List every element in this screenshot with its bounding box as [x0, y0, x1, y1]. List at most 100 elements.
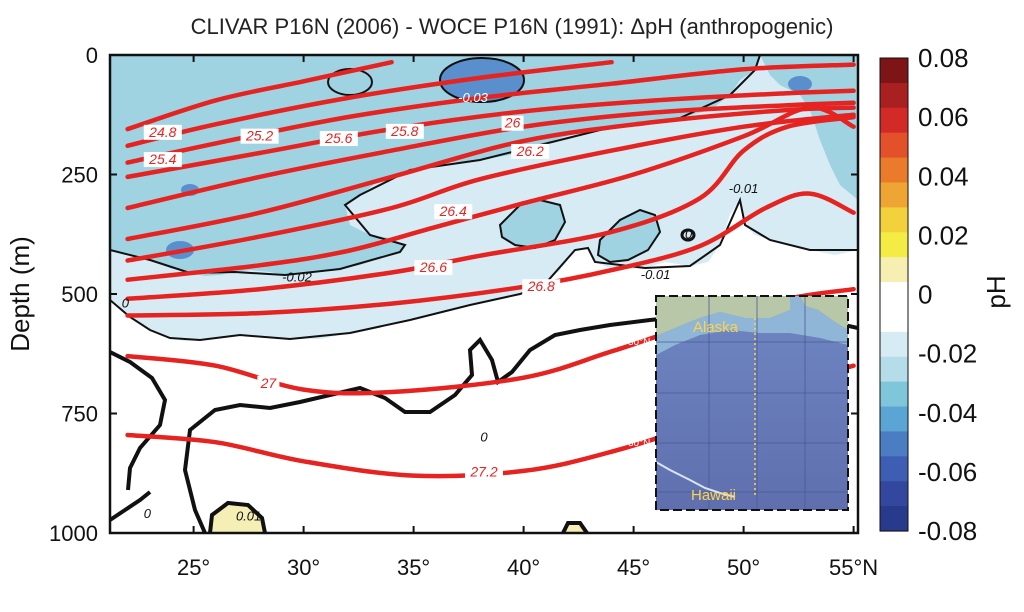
isopycnal-24-8: [125, 59, 394, 132]
colorbar-tick-label: -0.06: [918, 457, 977, 487]
colorbar-swatch: [880, 331, 908, 358]
inset-map-alaska-landmass: [656, 296, 790, 336]
isopycnal-label-bg: [319, 131, 358, 147]
inset-map-lat-label: 50°N: [628, 337, 650, 348]
colorbar-swatch: [880, 406, 908, 433]
isopycnal-label: 25.2: [245, 128, 273, 144]
x-tick-label: 50°: [727, 555, 760, 580]
colorbar-swatch: [880, 58, 908, 84]
inset-map-lon-label: 140°W: [793, 516, 824, 527]
colorbar-swatch: [880, 82, 908, 109]
contour-label: 0.01: [236, 508, 261, 523]
contour-label: 0: [685, 226, 693, 241]
isopycnal-label-bg: [414, 260, 453, 276]
inset-map-lat-label: 20°N: [628, 487, 650, 498]
isopycnal-label-bg: [501, 115, 524, 131]
isopycnal-26: [125, 105, 856, 242]
contour-label: -0.01: [641, 267, 671, 282]
contour-zero-south: [110, 490, 152, 522]
inset-map-lon-label: 160°W: [697, 516, 728, 527]
contour-minus-0-03-core: [439, 57, 525, 103]
isopycnal-26-4: [125, 105, 856, 282]
y-tick-label: 0: [86, 43, 98, 68]
colorbar-swatch: [880, 207, 908, 233]
isopycnal-label: 26.8: [527, 278, 555, 294]
isopycnal-25-4: [125, 62, 856, 165]
isopycnal-label: 25.8: [390, 123, 418, 139]
colorbar-swatch: [880, 282, 908, 308]
colorbar-swatch: [880, 182, 908, 208]
y-tick-label: 250: [61, 163, 98, 188]
colorbar-swatch: [880, 107, 908, 134]
y-tick-label: 500: [61, 282, 98, 307]
x-tick-label: 25°: [177, 555, 210, 580]
colorbar-tick-label: -0.08: [918, 516, 977, 546]
y-axis-ticks: 0 250 500 750 1000: [49, 43, 98, 546]
contour-labels: -0.03 -0.02 -0.01 -0.01 0 0 0 0 0.01: [122, 90, 759, 523]
inset-map-lat-label: 40°N: [628, 388, 650, 399]
colorbar-swatch: [880, 481, 908, 507]
contour-zero-main: [182, 307, 858, 533]
colorbar-tick-label: -0.04: [918, 398, 977, 428]
contour-minus-0-02-patch-a: [596, 208, 662, 264]
isopycnal-label-bg: [257, 375, 280, 391]
isopycnal-26-8: [125, 191, 856, 318]
colorbar-swatch: [880, 306, 908, 333]
inset-map-canada-landmass: [800, 296, 848, 330]
inset-map-lon-label: 170°W: [650, 516, 681, 527]
fill-minus-0-03-core-ne: [788, 76, 812, 92]
colorbar-frame: [879, 57, 909, 532]
colorbar-ticks: 0.08 0.06 0.04 0.02 0 -0.02 -0.04 -0.06 -0.08: [918, 43, 977, 546]
isopycnal-25-2: [125, 59, 614, 149]
colorbar-tick-label: 0.06: [918, 102, 969, 132]
contour-minus-0-02-bubble-b: [680, 228, 696, 242]
x-tick-label: 30°: [287, 555, 320, 580]
y-tick-label: 750: [61, 402, 98, 427]
inset-map-lat-label: 30°N: [628, 438, 650, 449]
colorbar-tick-label: -0.02: [918, 339, 977, 369]
y-tick-label: 1000: [49, 521, 98, 546]
colorbar-tick-label: 0.02: [918, 220, 969, 250]
isopycnal-label: 25.6: [324, 130, 352, 146]
inset-map-lon-label: 150°W: [745, 516, 776, 527]
colorbar-swatches: [880, 58, 908, 532]
inset-map-frame: [655, 295, 849, 511]
fill-minus-0-03-deep-core: [440, 58, 524, 102]
colorbar-swatch: [880, 132, 908, 159]
isopycnal-label-bg: [465, 464, 503, 480]
isopycnal-label-bg: [522, 279, 561, 295]
colorbar: 0.08 0.06 0.04 0.02 0 -0.02 -0.04 -0.06 -0.08 pH: [879, 43, 1011, 546]
contour-label: 0: [122, 296, 130, 311]
inset-map: Alaska Hawaii 50°N 40°N 30°N 20°N 170°W …: [628, 295, 849, 527]
inset-map-hawaii-islands: [655, 461, 736, 498]
isopycnal-label: 25.4: [148, 151, 176, 167]
colorbar-swatch: [880, 456, 908, 482]
x-tick-label: 45°: [617, 555, 650, 580]
contour-label: -0.02: [282, 269, 312, 284]
colorbar-swatch: [880, 506, 908, 532]
x-axis-ticks: 25° 30° 35° 40° 45° 50° 55°N: [177, 555, 878, 580]
fill-minus-0-02-patch-b: [500, 200, 565, 248]
isopycnal-26-2: [125, 112, 856, 263]
x-tick-label: 35°: [397, 555, 430, 580]
colorbar-label: pH: [981, 275, 1011, 308]
contour-plus-0-01-east: [561, 521, 589, 533]
inset-map-grid: [656, 296, 848, 510]
isopycnal-labels: 24.8 25.4 25.2 25.6 25.8 26 26.2 26.4 26.6 26.8 27…: [143, 115, 561, 480]
colorbar-tick-label: 0.04: [918, 161, 969, 191]
isopycnal-label: 26: [504, 115, 521, 131]
contour-label: 0: [480, 429, 488, 444]
fill-plus-0-01-core: [209, 505, 265, 533]
plot-area: 24.8 25.4 25.2 25.6 25.8 26 26.2 26.4 26.6 26.8 27…: [108, 53, 860, 535]
colorbar-tick-label: 0.08: [918, 43, 969, 73]
contour-zero-west: [110, 350, 168, 491]
x-tick-label: 40°: [507, 555, 540, 580]
inset-map-alaska-label: Alaska: [693, 319, 739, 336]
tick-marks: [110, 54, 858, 534]
contour-label: 0: [144, 506, 152, 521]
contour-label: -0.01: [729, 181, 759, 196]
inset-map-shelf: [656, 296, 848, 355]
contour-label: -0.03: [458, 90, 488, 105]
isopycnal-label: 26.6: [419, 259, 447, 275]
